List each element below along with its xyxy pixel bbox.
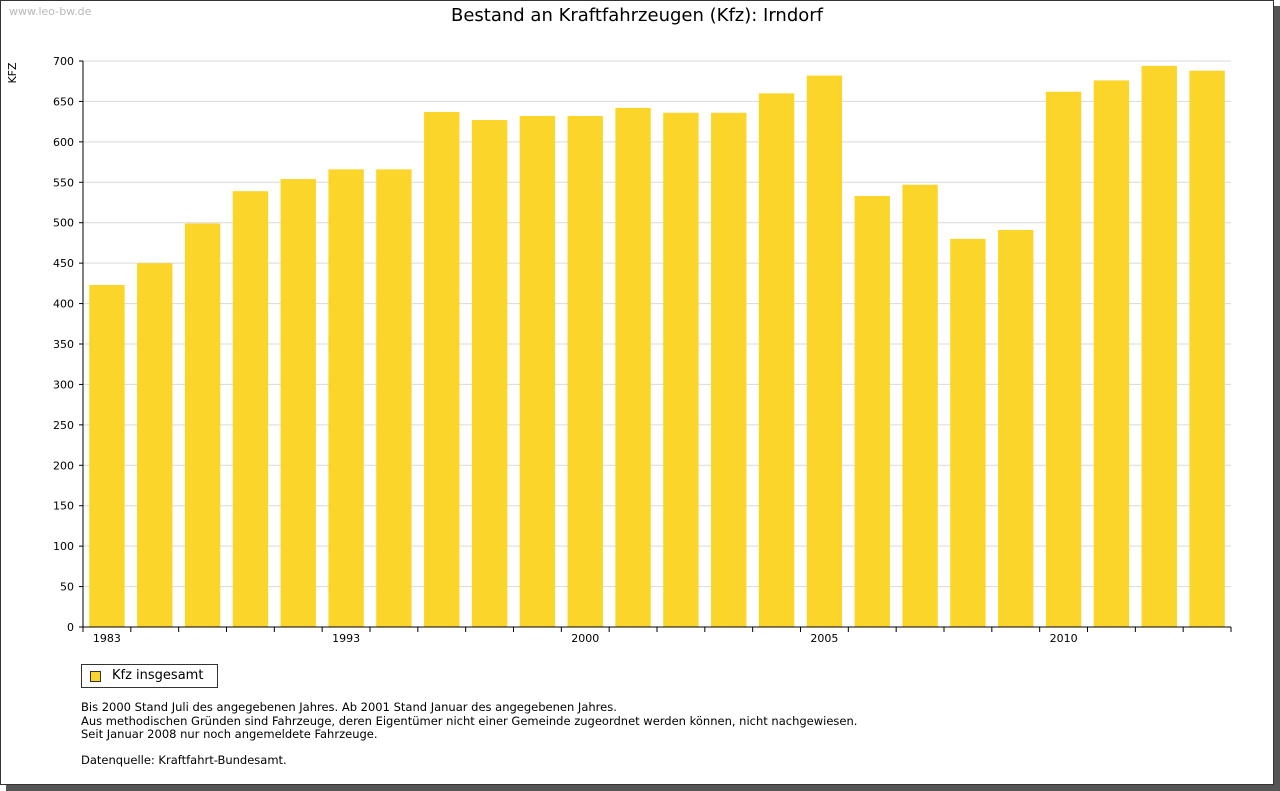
y-axis-label: KFZ <box>6 62 19 84</box>
footnote: Bis 2000 Stand Juli des angegebenen Jahr… <box>81 700 617 714</box>
bar <box>89 284 125 627</box>
watermark: www.leo-bw.de <box>9 5 92 18</box>
y-tick-label: 500 <box>53 217 74 230</box>
x-tick-label: 2005 <box>810 632 838 645</box>
bar-chart: 0 50 100 150 200 250 300 350 400 450 500 550 600 650 7… <box>6 55 1232 645</box>
bar <box>806 75 843 628</box>
bars <box>89 65 1225 628</box>
axes: 0 50 100 150 200 250 300 350 400 450 500 550 600 650 7… <box>53 55 1232 645</box>
bar <box>424 111 460 627</box>
bar <box>1093 80 1130 628</box>
legend-label: Kfz insgesamt <box>112 668 204 683</box>
grid-lines <box>83 60 1231 588</box>
footnote: Aus methodischen Gründen sind Fahrzeuge,… <box>81 713 858 728</box>
bar <box>1045 91 1082 628</box>
bar <box>184 223 221 627</box>
y-tick-label: 650 <box>53 95 74 108</box>
x-tick-label: 1983 <box>93 632 121 645</box>
y-tick-label: 450 <box>53 257 74 270</box>
bar <box>232 191 269 627</box>
bar <box>519 115 556 628</box>
bar <box>567 115 603 628</box>
legend: Kfz insgesamt <box>81 664 218 688</box>
bar <box>328 169 364 627</box>
y-tick-label: 600 <box>53 136 74 149</box>
y-tick-label: 550 <box>53 176 74 189</box>
footnotes: Bis 2000 Stand Juli des angegebenen Jahr… <box>81 700 858 742</box>
y-tick-label: 250 <box>53 419 74 432</box>
data-source: Datenquelle: Kraftfahrt-Bundesamt. <box>81 753 287 767</box>
x-tick-label: 2000 <box>571 632 599 645</box>
y-tick-label: 700 <box>53 55 74 68</box>
bar <box>663 112 699 627</box>
bar <box>998 229 1034 627</box>
bar <box>950 238 986 627</box>
x-tick-label: 2010 <box>1050 632 1078 645</box>
y-tick-label: 350 <box>53 338 74 351</box>
bar <box>471 120 508 628</box>
y-tick-label: 100 <box>53 540 74 553</box>
bar <box>280 179 316 627</box>
chart-title: Bestand an Kraftfahrzeugen (Kfz): Irndor… <box>450 5 824 26</box>
y-tick-label: 200 <box>53 459 74 472</box>
bar <box>615 107 651 627</box>
y-tick-label: 300 <box>53 378 74 391</box>
footnote: Seit Januar 2008 nur noch angemeldete Fa… <box>81 727 378 741</box>
legend-swatch <box>90 671 101 682</box>
bar <box>711 112 747 627</box>
y-tick-label: 400 <box>53 298 74 311</box>
bar <box>758 93 795 628</box>
bar <box>902 184 938 627</box>
bar <box>1189 70 1225 627</box>
x-tick-label: 1993 <box>332 632 360 645</box>
bar <box>137 263 173 627</box>
bar <box>854 196 890 627</box>
y-tick-label: 150 <box>53 500 74 513</box>
y-tick-label: 0 <box>67 621 74 634</box>
y-tick-label: 50 <box>60 581 74 594</box>
bar <box>376 169 412 627</box>
bar <box>1141 65 1177 627</box>
